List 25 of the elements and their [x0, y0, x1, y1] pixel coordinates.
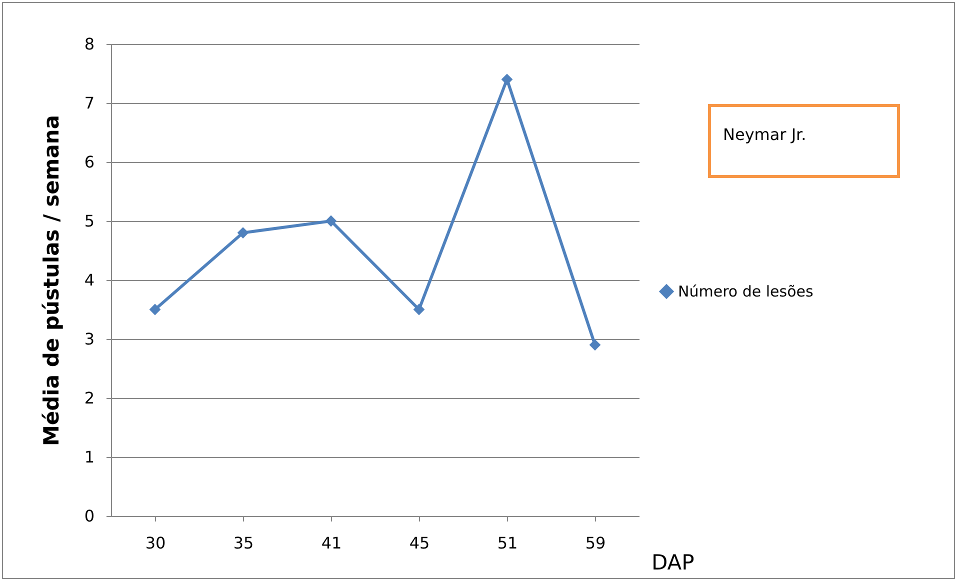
point	[501, 74, 513, 86]
x-axis-title: DAP	[652, 550, 694, 574]
y-tick-label: 3	[84, 330, 94, 348]
x-tick-label: 51	[497, 534, 518, 552]
y-tick-label: 8	[84, 34, 94, 54]
y-tick-label: 4	[84, 270, 94, 290]
y-tick-label: 1	[84, 448, 94, 466]
point	[149, 304, 161, 316]
x-tick-label: 30	[145, 534, 166, 552]
y-tick-label: 2	[84, 388, 94, 408]
y-tick-label: 7	[84, 94, 94, 112]
x-tick-label: 41	[321, 534, 342, 552]
point	[413, 304, 425, 316]
y-tick-label: 5	[84, 212, 94, 230]
legend-label: Número de lesões	[678, 282, 814, 300]
x-tick-label: 35	[233, 534, 254, 552]
x-tick-label: 45	[409, 534, 430, 552]
point	[589, 339, 601, 351]
y-tick-label: 6	[84, 152, 94, 172]
text: Neymar Jr.	[708, 104, 900, 178]
x-tick-label: 59	[585, 534, 606, 552]
point	[325, 215, 337, 227]
y-axis-title: Média de pústulas / semana	[39, 115, 64, 446]
y-tick-label: 0	[84, 506, 94, 526]
point	[237, 227, 249, 238]
